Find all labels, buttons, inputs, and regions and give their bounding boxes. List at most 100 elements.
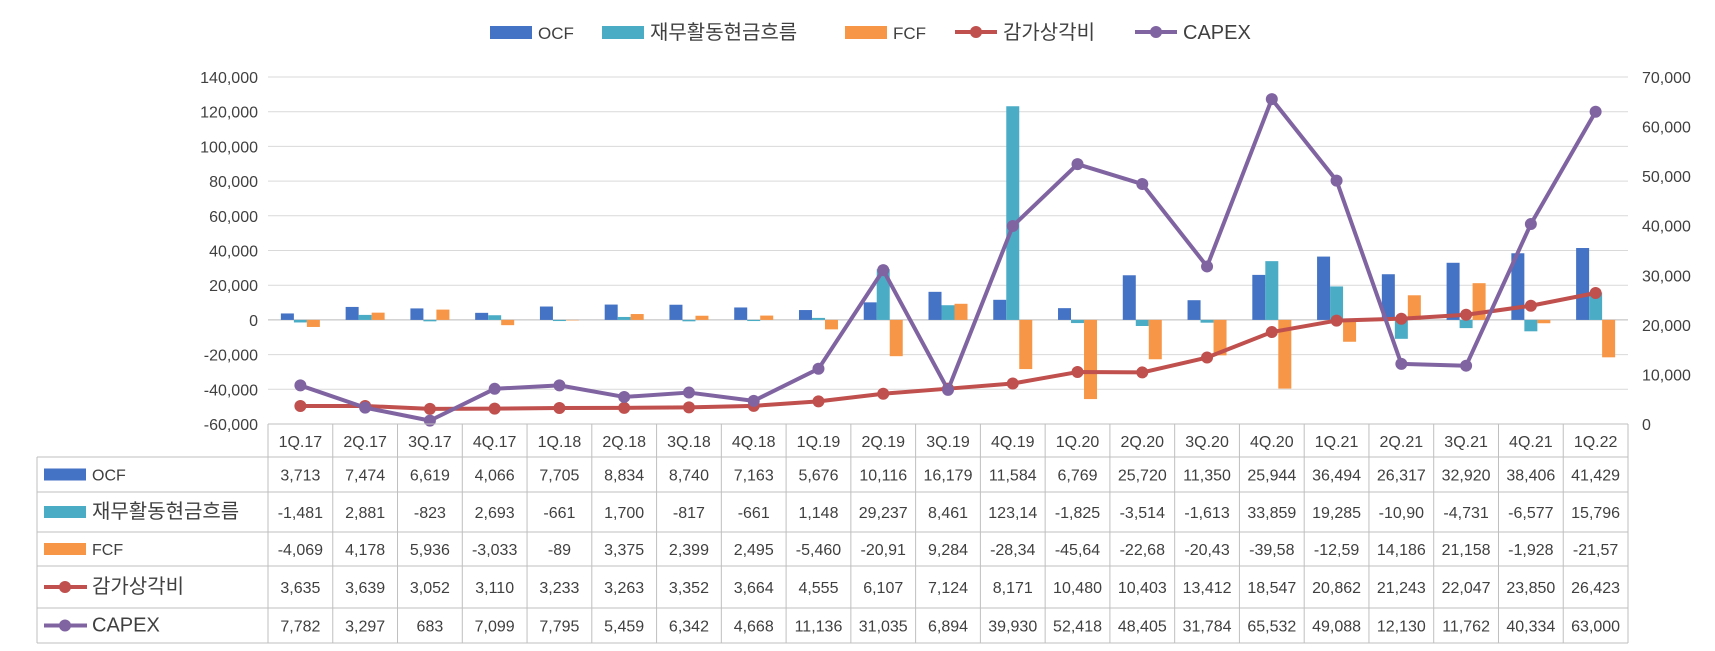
y-left-tick-label: -60,000: [204, 417, 258, 434]
table-cell: 6,619: [410, 468, 450, 485]
bar-ocf: [1252, 274, 1266, 320]
category-label: 1Q.18: [538, 434, 582, 451]
bar-fcf: [1602, 319, 1616, 358]
table-cell: 6,107: [863, 580, 903, 597]
bar-ocf: [928, 291, 942, 320]
table-cell: 8,740: [669, 468, 709, 485]
table-cell: -4,731: [1443, 505, 1488, 522]
table-cell: 14,186: [1377, 542, 1426, 559]
row-series-name: FCF: [92, 542, 123, 559]
chart-legend: OCF 재무활동현금흐름 FCF 감가상각비 CAPEX: [490, 21, 1251, 44]
table-cell: 21,158: [1442, 542, 1491, 559]
bar-ocf: [1381, 274, 1395, 320]
table-cell: 19,285: [1312, 505, 1361, 522]
point-capex: [682, 386, 695, 399]
bar-fcf: [954, 303, 968, 320]
bar-financing-cf: [617, 316, 631, 320]
table-row: 재무활동현금흐름 -1,481 2,881 -823 2,693 -661 1,700 -81…: [44, 500, 1620, 523]
table-cell: 11,136: [795, 619, 843, 636]
gridlines: [268, 76, 1628, 425]
table-cell: 40,334: [1506, 619, 1555, 636]
table-cell: 39,930: [988, 619, 1037, 636]
table-cell: -20,43: [1184, 542, 1229, 559]
y-left-tick-label: 60,000: [209, 209, 258, 226]
y-left-tick-label: -20,000: [204, 348, 258, 365]
y-right-tick-label: 40,000: [1642, 219, 1691, 236]
point-capex: [747, 394, 760, 407]
y-axis-left: -60,000 -40,000 -20,000 0 20,000 40,000 60,000…: [200, 70, 258, 434]
data-table: 1Q.17 2Q.17 3Q.17 4Q.17 1Q.18 2Q.18 3Q.18 4Q.18…: [36, 423, 1629, 644]
y-left-tick-label: 0: [249, 313, 258, 330]
point-depreciation: [1071, 366, 1084, 379]
table-cell: 49,088: [1312, 619, 1361, 636]
table-cell: 9,284: [928, 542, 968, 559]
table-cell: 7,124: [928, 580, 968, 597]
bar-fcf: [1213, 319, 1227, 356]
point-depreciation: [618, 401, 631, 414]
category-label: 1Q.22: [1574, 434, 1618, 451]
line-series: [294, 93, 1602, 427]
point-depreciation: [812, 395, 825, 408]
bar-financing-cf: [1265, 261, 1279, 320]
table-cell: 10,116: [859, 468, 907, 485]
point-capex: [488, 382, 501, 395]
point-capex: [1395, 357, 1408, 370]
point-capex: [1136, 178, 1149, 191]
table-cell: 3,110: [475, 580, 514, 597]
table-cell: 21,243: [1377, 580, 1426, 597]
bar-ocf: [1446, 262, 1460, 320]
legend-marker: [1150, 26, 1162, 38]
point-depreciation: [682, 401, 695, 414]
table-cell: 10,403: [1118, 580, 1167, 597]
bar-financing-cf: [682, 319, 696, 322]
bar-financing-cf: [1200, 319, 1214, 323]
row-legend-marker: [59, 619, 71, 632]
table-cell: -661: [543, 505, 575, 522]
table-cell: 6,342: [669, 619, 709, 636]
table-row: 감가상각비 3,635 3,639 3,052 3,110 3,233 3,263 3,352…: [44, 575, 1620, 598]
point-capex: [553, 379, 566, 392]
category-label: 1Q.19: [797, 434, 841, 451]
y-left-tick-label: 40,000: [209, 244, 258, 261]
bar-ocf: [475, 312, 489, 320]
table-cell: 3,052: [410, 580, 450, 597]
table-cell: 3,263: [604, 580, 644, 597]
bar-fcf: [824, 319, 838, 330]
table-cell: -45,64: [1055, 542, 1100, 559]
bar-ocf: [1058, 308, 1072, 320]
point-capex: [1330, 174, 1343, 187]
bar-financing-cf: [941, 305, 955, 320]
table-cell: 7,163: [734, 468, 774, 485]
bar-fcf: [695, 315, 709, 320]
category-label: 4Q.17: [473, 434, 517, 451]
point-depreciation: [1460, 308, 1473, 321]
table-cell: -1,825: [1055, 505, 1100, 522]
bar-ocf: [798, 310, 812, 320]
legend-item: FCF: [845, 24, 926, 43]
y-left-tick-label: -40,000: [204, 382, 258, 399]
table-cell: 36,494: [1312, 468, 1361, 485]
point-depreciation: [1395, 312, 1408, 325]
row-legend-swatch: [44, 506, 86, 518]
y-right-tick-label: 10,000: [1642, 367, 1691, 384]
category-label: 3Q.21: [1444, 434, 1488, 451]
table-cell: 683: [417, 619, 444, 636]
table-cell: -6,577: [1508, 505, 1553, 522]
table-cell: 11,584: [989, 468, 1037, 485]
legend-label: CAPEX: [1183, 22, 1251, 44]
bar-financing-cf: [358, 314, 372, 320]
table-cell: 8,834: [604, 468, 644, 485]
table-cell: -22,68: [1120, 542, 1165, 559]
bar-fcf: [1343, 319, 1357, 342]
table-cell: -3,514: [1120, 505, 1165, 522]
table-cell: 31,035: [859, 619, 908, 636]
legend-label: FCF: [893, 24, 926, 43]
point-capex: [1524, 218, 1537, 231]
category-label: 3Q.20: [1185, 434, 1229, 451]
point-depreciation: [1265, 326, 1278, 339]
legend-item: 감가상각비: [955, 21, 1095, 44]
bar-fcf: [1407, 295, 1421, 320]
y-right-tick-label: 70,000: [1642, 70, 1691, 87]
bar-fcf: [1084, 319, 1098, 400]
y-right-tick-label: 60,000: [1642, 120, 1691, 137]
